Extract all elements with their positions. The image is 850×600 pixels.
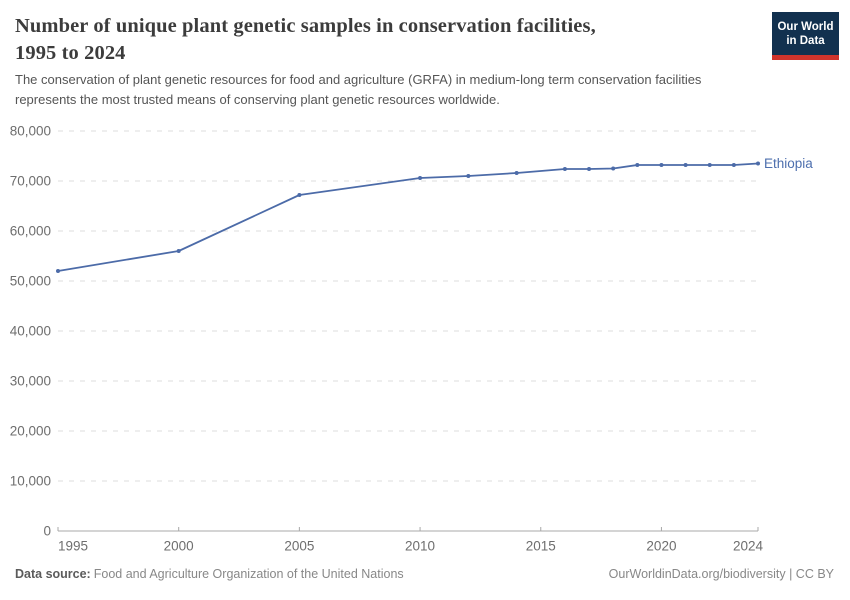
page-title-line1: Number of unique plant genetic samples i… [15, 15, 596, 37]
data-source: Data source: Food and Agriculture Organiz… [15, 567, 404, 581]
chart-subtitle-line1: The conservation of plant genetic resour… [15, 72, 702, 87]
x-tick-label: 2005 [284, 539, 314, 554]
y-tick-label: 20,000 [10, 424, 51, 439]
y-tick-label: 40,000 [10, 324, 51, 339]
data-point[interactable] [587, 167, 592, 171]
data-point[interactable] [56, 269, 60, 273]
data-point[interactable] [683, 163, 688, 167]
data-point[interactable] [659, 163, 664, 167]
trend-line[interactable] [57, 162, 759, 272]
chart-footer: Data source: Food and Agriculture Organiz… [15, 567, 834, 581]
data-source-value: Food and Agriculture Organization of the… [93, 567, 404, 581]
y-tick-label: 50,000 [10, 274, 51, 289]
owid-logo-text-line2: in Data [786, 35, 825, 47]
x-tick-label: 2020 [646, 539, 676, 554]
x-tick-label: 1995 [58, 539, 88, 554]
data-point[interactable] [635, 163, 640, 167]
x-tick-label: 2000 [164, 539, 194, 554]
y-tick-label: 60,000 [10, 224, 51, 239]
chart-subtitle-line2: represents the most trusted means of con… [15, 91, 500, 107]
data-point[interactable] [611, 166, 616, 171]
data-point[interactable] [418, 176, 423, 180]
page-title-line2: 1995 to 2024 [15, 42, 126, 64]
data-point[interactable] [297, 193, 302, 197]
y-tick-label: 0 [43, 524, 51, 539]
y-tick-label: 80,000 [10, 124, 51, 139]
data-point[interactable] [707, 163, 712, 167]
data-point[interactable] [466, 174, 471, 178]
data-point[interactable] [756, 161, 760, 166]
x-tick-label: 2010 [405, 539, 435, 554]
x-tick-label: 2024 [733, 539, 764, 554]
x-tick-label: 2015 [526, 539, 556, 554]
chart-subtitle: The conservation of plant genetic resour… [15, 70, 815, 109]
owid-logo-text-line1: Our World [777, 21, 834, 33]
data-point[interactable] [731, 163, 736, 167]
data-source-label: Data source: [15, 567, 91, 581]
y-tick-label: 30,000 [10, 374, 51, 389]
data-point[interactable] [562, 167, 567, 171]
attribution-link[interactable]: OurWorldinData.org/biodiversity | CC BY [608, 567, 834, 581]
y-tick-label: 10,000 [10, 474, 51, 489]
data-point[interactable] [176, 249, 181, 253]
owid-logo[interactable]: Our World in Data [772, 12, 839, 60]
page-title: Number of unique plant genetic samples i… [15, 13, 755, 67]
data-point[interactable] [514, 171, 519, 175]
entity-label[interactable]: Ethiopia [764, 156, 813, 171]
y-tick-label: 70,000 [10, 174, 51, 189]
